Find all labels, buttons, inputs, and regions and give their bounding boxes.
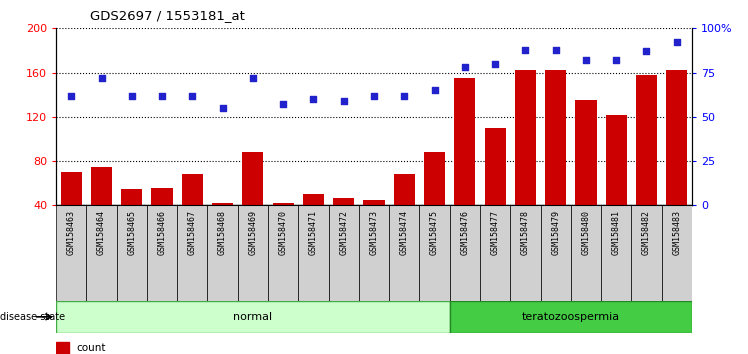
Bar [420,205,450,301]
Point [126,93,138,98]
Text: GSM158482: GSM158482 [642,210,651,255]
Text: GSM158479: GSM158479 [551,210,560,255]
Bar [450,205,480,301]
Text: GSM158476: GSM158476 [460,210,469,255]
Point [580,57,592,63]
Text: GSM158473: GSM158473 [370,210,378,255]
Text: GSM158465: GSM158465 [127,210,136,255]
Bar [56,205,86,301]
Point [65,93,77,98]
Bar [393,175,415,250]
Bar [207,205,238,301]
Text: GDS2697 / 1553181_at: GDS2697 / 1553181_at [90,9,245,22]
FancyBboxPatch shape [450,301,692,333]
Text: GSM158464: GSM158464 [97,210,106,255]
Bar [515,70,536,250]
Bar [545,70,566,250]
Bar [91,167,112,250]
Point [217,105,229,111]
Bar [454,78,476,250]
Bar [177,205,207,301]
Bar [121,189,142,250]
Text: GSM158468: GSM158468 [218,210,227,255]
Text: GSM158475: GSM158475 [430,210,439,255]
Bar [182,175,203,250]
Text: GSM158478: GSM158478 [521,210,530,255]
Bar [272,203,294,250]
Point [610,57,622,63]
Bar [666,70,687,250]
Text: GSM158480: GSM158480 [581,210,590,255]
Point [307,96,319,102]
Bar [56,342,69,354]
Point [368,93,380,98]
Bar [359,205,389,301]
Text: GSM158477: GSM158477 [491,210,500,255]
Bar [485,128,506,250]
Bar [147,205,177,301]
Text: GSM158469: GSM158469 [248,210,257,255]
Text: GSM158463: GSM158463 [67,210,76,255]
Bar [333,198,355,250]
Bar [117,205,147,301]
Bar [510,205,541,301]
Bar [238,205,268,301]
Point [156,93,168,98]
Point [489,61,501,67]
Text: GSM158474: GSM158474 [399,210,408,255]
Point [429,87,441,93]
Bar [268,205,298,301]
Point [96,75,108,81]
Point [640,48,652,54]
Text: GSM158466: GSM158466 [158,210,167,255]
Text: count: count [76,343,106,353]
Bar [364,200,384,250]
Bar [389,205,420,301]
Point [398,93,410,98]
Bar [298,205,328,301]
Bar [328,205,359,301]
Bar [86,205,117,301]
Bar [631,205,662,301]
Point [519,47,531,52]
Bar [541,205,571,301]
Text: GSM158483: GSM158483 [672,210,681,255]
Bar [61,172,82,250]
Text: GSM158470: GSM158470 [279,210,288,255]
Text: GSM158471: GSM158471 [309,210,318,255]
FancyBboxPatch shape [56,301,450,333]
Point [550,47,562,52]
Bar [424,152,445,250]
Text: normal: normal [233,312,272,322]
Point [459,64,470,70]
Bar [601,205,631,301]
Bar [636,75,657,250]
Text: GSM158467: GSM158467 [188,210,197,255]
Bar [480,205,510,301]
Bar [242,152,263,250]
Text: GSM158472: GSM158472 [340,210,349,255]
Point [338,98,350,104]
Text: teratozoospermia: teratozoospermia [522,312,620,322]
Bar [151,188,173,250]
Point [278,102,289,107]
Text: disease state: disease state [0,312,65,322]
Point [247,75,259,81]
Bar [575,100,596,250]
Bar [571,205,601,301]
Bar [212,203,233,250]
Point [671,40,683,45]
Bar [303,194,324,250]
Point [186,93,198,98]
Bar [662,205,692,301]
Text: GSM158481: GSM158481 [612,210,621,255]
Bar [606,115,627,250]
